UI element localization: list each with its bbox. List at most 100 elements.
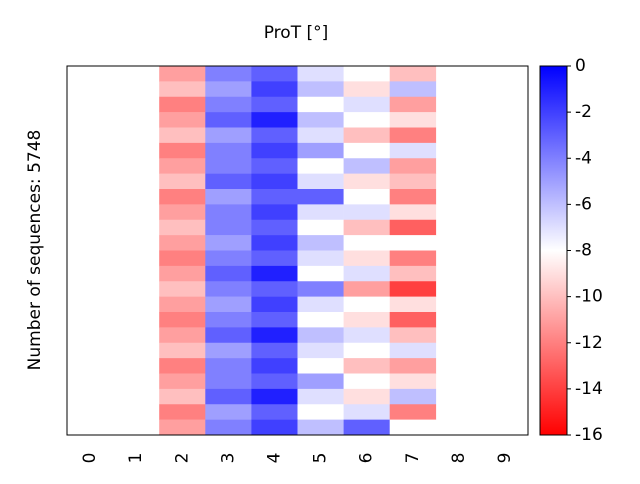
- heatmap-cell: [159, 66, 206, 82]
- heatmap-cell: [343, 189, 390, 205]
- heatmap-cell: [297, 235, 344, 251]
- heatmap-cell: [389, 173, 437, 190]
- heatmap-cell: [343, 327, 390, 344]
- heatmap-cell: [251, 281, 298, 297]
- heatmap-cell: [297, 66, 344, 82]
- heatmap-cell: [205, 204, 252, 221]
- heatmap-cell: [205, 189, 252, 205]
- heatmap-cell: [297, 419, 344, 436]
- heatmap-cell: [251, 388, 298, 405]
- heatmap-cell: [297, 219, 344, 236]
- heatmap-cell: [205, 342, 252, 359]
- heatmap-cell: [251, 158, 298, 174]
- heatmap-cell: [205, 312, 252, 328]
- heatmap-cell: [251, 235, 298, 251]
- heatmap-cell: [205, 235, 252, 251]
- heatmap-cell: [251, 173, 298, 190]
- heatmap-cell: [159, 96, 206, 113]
- colorbar-tick-label: -8: [575, 241, 592, 261]
- x-tick-label: 6: [357, 453, 377, 464]
- heatmap-cell: [343, 312, 390, 328]
- heatmap-cell: [389, 112, 437, 128]
- x-tick-label: 8: [449, 453, 469, 464]
- colorbar-tick-label: -12: [575, 333, 603, 353]
- heatmap-cell: [343, 250, 390, 267]
- heatmap-cell: [205, 250, 252, 267]
- heatmap-cell: [159, 112, 206, 128]
- plot-frame: [66, 65, 529, 436]
- heatmap-cell: [205, 419, 252, 436]
- heatmap-cell: [205, 142, 252, 159]
- heatmap-cell: [159, 281, 206, 297]
- heatmap-cell: [343, 404, 390, 420]
- heatmap-cell: [159, 204, 206, 221]
- heatmap-cell: [343, 342, 390, 359]
- heatmap-cell: [297, 312, 344, 328]
- heatmap-cell: [343, 265, 390, 282]
- heatmap-cell: [251, 81, 298, 98]
- heatmap-cell: [389, 342, 437, 359]
- heatmap-cell: [205, 388, 252, 405]
- heatmap-cell: [389, 142, 437, 159]
- heatmap-cell: [251, 189, 298, 205]
- heatmap-cell: [205, 127, 252, 144]
- heatmap-cell: [159, 142, 206, 159]
- heatmap-cell: [205, 281, 252, 297]
- heatmap-cell: [297, 404, 344, 420]
- heatmap-cell: [159, 189, 206, 205]
- heatmap-cell: [251, 342, 298, 359]
- x-tick-label: 3: [218, 453, 238, 464]
- heatmap-cell: [297, 265, 344, 282]
- heatmap-cell: [343, 235, 390, 251]
- heatmap-cell: [343, 173, 390, 190]
- heatmap-cell: [297, 388, 344, 405]
- heatmap-cell: [343, 358, 390, 374]
- heatmap-cell: [205, 327, 252, 344]
- heatmap-cell: [297, 342, 344, 359]
- heatmap-cell: [205, 404, 252, 420]
- x-tick-label: 0: [80, 453, 100, 464]
- heatmap-cell: [389, 388, 437, 405]
- heatmap-cell: [251, 219, 298, 236]
- heatmap-cell: [343, 112, 390, 128]
- heatmap-cell: [159, 158, 206, 174]
- x-tick-label: 4: [264, 453, 284, 464]
- heatmap-cell: [251, 404, 298, 420]
- heatmap-cell: [159, 250, 206, 267]
- heatmap-cell: [389, 281, 437, 297]
- heatmap-cell: [205, 173, 252, 190]
- heatmap-cell: [389, 189, 437, 205]
- heatmap-cell: [343, 81, 390, 98]
- heatmap-cell: [251, 204, 298, 221]
- colorbar-tick-label: -6: [575, 194, 592, 214]
- heatmap-cell: [297, 142, 344, 159]
- heatmap-cell: [343, 158, 390, 174]
- heatmap-cell: [343, 142, 390, 159]
- colorbar: [539, 65, 568, 436]
- x-tick-label: 9: [495, 453, 515, 464]
- heatmap-cell: [297, 296, 344, 313]
- heatmap-cell: [159, 296, 206, 313]
- colorbar-tick-label: -16: [575, 425, 603, 445]
- heatmap-cell: [343, 388, 390, 405]
- heatmap-cell: [389, 127, 437, 144]
- heatmap-cell: [389, 373, 437, 390]
- heatmap-cell: [297, 358, 344, 374]
- colorbar-tick-label: -4: [575, 148, 592, 168]
- heatmap-cell: [159, 81, 206, 98]
- heatmap-cell: [297, 373, 344, 390]
- heatmap-cell: [205, 66, 252, 82]
- heatmap-cell: [205, 112, 252, 128]
- heatmap-cell: [297, 81, 344, 98]
- heatmap-cell: [159, 235, 206, 251]
- heatmap-cell: [251, 358, 298, 374]
- heatmap-cell: [205, 296, 252, 313]
- heatmap-cell: [389, 96, 437, 113]
- heatmap-cell: [389, 235, 437, 251]
- heatmap-cell: [297, 327, 344, 344]
- x-tick-label: 2: [172, 453, 192, 464]
- x-tick-label: 5: [311, 453, 331, 464]
- heatmap-cell: [251, 265, 298, 282]
- heatmap-cell: [389, 404, 437, 420]
